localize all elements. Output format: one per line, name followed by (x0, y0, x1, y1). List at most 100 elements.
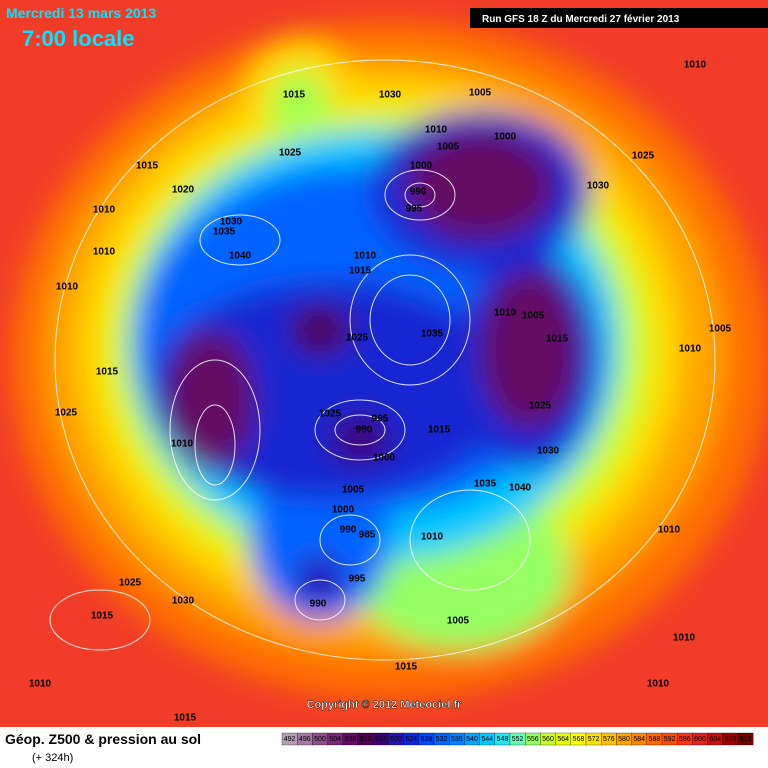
isobar-label: 1000 (410, 161, 433, 172)
isobar-label: 1010 (647, 679, 670, 690)
isobars (49, 59, 716, 661)
isobar-label: 990 (340, 525, 357, 536)
scale-label: 532 (436, 736, 448, 743)
isobar-label: 995 (406, 204, 423, 215)
scale-label: 608 (725, 736, 737, 743)
scale-label: 576 (603, 736, 615, 743)
isobar-label: 1030 (537, 446, 560, 457)
isobar-label: 1025 (119, 578, 142, 589)
isobar-label: 1010 (673, 633, 696, 644)
isobar-label: 1005 (469, 88, 492, 99)
isobar-label: 1015 (546, 334, 569, 345)
isobar-label: 1015 (395, 662, 418, 673)
isobar-label: 1000 (373, 453, 396, 464)
isobar-label: 990 (356, 425, 373, 436)
isobar-label: 1025 (279, 148, 302, 159)
date: Mercredi 13 mars 2013 (6, 5, 156, 21)
scale-swatch (737, 732, 754, 746)
isobar-label: 1015 (283, 90, 306, 101)
scale-label: 520 (390, 736, 402, 743)
scale-label: 560 (542, 736, 554, 743)
isobar-label: 1025 (55, 408, 78, 419)
isobar-label: 1015 (96, 367, 119, 378)
scale-label: 540 (466, 736, 478, 743)
time: 7:00 locale (22, 26, 135, 51)
scale-label: 544 (481, 736, 493, 743)
scale-label: 612 (740, 736, 752, 743)
isobar-label: 1010 (679, 344, 702, 355)
height-field (10, 20, 768, 700)
scale-label: 604 (709, 736, 721, 743)
isobar-label: 990 (410, 187, 427, 198)
scale-label: 512 (360, 736, 372, 743)
isobar-label: 1025 (632, 151, 655, 162)
isobar-label: 1015 (91, 611, 114, 622)
scale-label: 592 (664, 736, 676, 743)
scale-label: 580 (618, 736, 630, 743)
isobar-label: 1035 (474, 479, 497, 490)
isobar-label: 1010 (171, 439, 194, 450)
run-box (470, 8, 768, 28)
scale-label: 552 (512, 736, 524, 743)
isobar-label: 1040 (229, 251, 252, 262)
isobar-label: 1025 (346, 333, 369, 344)
scale-label: 508 (345, 736, 357, 743)
scale-label: 568 (573, 736, 585, 743)
scale-label: 584 (633, 736, 645, 743)
footer-lead: (+ 324h) (32, 752, 73, 764)
isobar-label: 1010 (494, 308, 517, 319)
scale-label: 524 (405, 736, 417, 743)
isobar-label: 1005 (342, 485, 365, 496)
footer-title: Géop. Z500 & pression au sol (5, 731, 201, 747)
isobar-label: 1015 (428, 425, 451, 436)
color-scale: 492 496 500 504 508 512 516 520 524 528 532 536 540 5… (281, 732, 754, 746)
scale-label: 516 (375, 736, 387, 743)
isobar-label: 1010 (684, 60, 707, 71)
scale-label: 572 (588, 736, 600, 743)
scale-label: 496 (299, 736, 311, 743)
isobar-label: 1010 (93, 247, 116, 258)
isobar-label: 1015 (349, 266, 372, 277)
isobar-label: 1030 (220, 217, 243, 228)
isobar-label: 1010 (56, 282, 79, 293)
isobar-label: 1010 (29, 679, 52, 690)
isobar-label: 985 (359, 530, 376, 541)
isobar-label: 1030 (379, 90, 402, 101)
scale-label: 600 (694, 736, 706, 743)
isobar-label: 1010 (658, 525, 681, 536)
isobar-label: 1000 (494, 132, 517, 143)
scale-label: 588 (649, 736, 661, 743)
isobar-label: 1030 (587, 181, 610, 192)
isobar-label: 1010 (421, 532, 444, 543)
run: Run GFS 18 Z du Mercredi 27 février 2013 (482, 14, 680, 25)
isobar-label: 995 (349, 574, 366, 585)
scale-label: 556 (527, 736, 539, 743)
isobar-label: 1010 (425, 125, 448, 136)
scale-label: 528 (421, 736, 433, 743)
copyright: Copyright © 2012 Meteociel.fr (307, 699, 463, 711)
scale-label: 536 (451, 736, 463, 743)
isobar-label: 1005 (522, 311, 545, 322)
isobar-label: 1000 (332, 505, 355, 516)
isobar-label: 1035 (213, 227, 236, 238)
isobar-label: 1015 (136, 161, 159, 172)
scale-label: 504 (329, 736, 341, 743)
isobar-label: 1030 (172, 596, 195, 607)
isobar-label: 1025 (319, 409, 342, 420)
isobar-label: 1005 (447, 616, 470, 627)
isobar-label: 1005 (437, 142, 460, 153)
isobar-label: 1020 (172, 185, 195, 196)
isobar-label: 1015 (174, 713, 197, 724)
isobar-label: 995 (372, 414, 389, 425)
scale-label: 500 (314, 736, 326, 743)
scale-label: 564 (557, 736, 569, 743)
isobar-label: 1040 (509, 483, 532, 494)
scale-label: 492 (284, 736, 296, 743)
scale-label: 596 (679, 736, 691, 743)
isobar-label: 1035 (421, 329, 444, 340)
isobar-label: 990 (310, 599, 327, 610)
isobar-label: 1025 (529, 401, 552, 412)
